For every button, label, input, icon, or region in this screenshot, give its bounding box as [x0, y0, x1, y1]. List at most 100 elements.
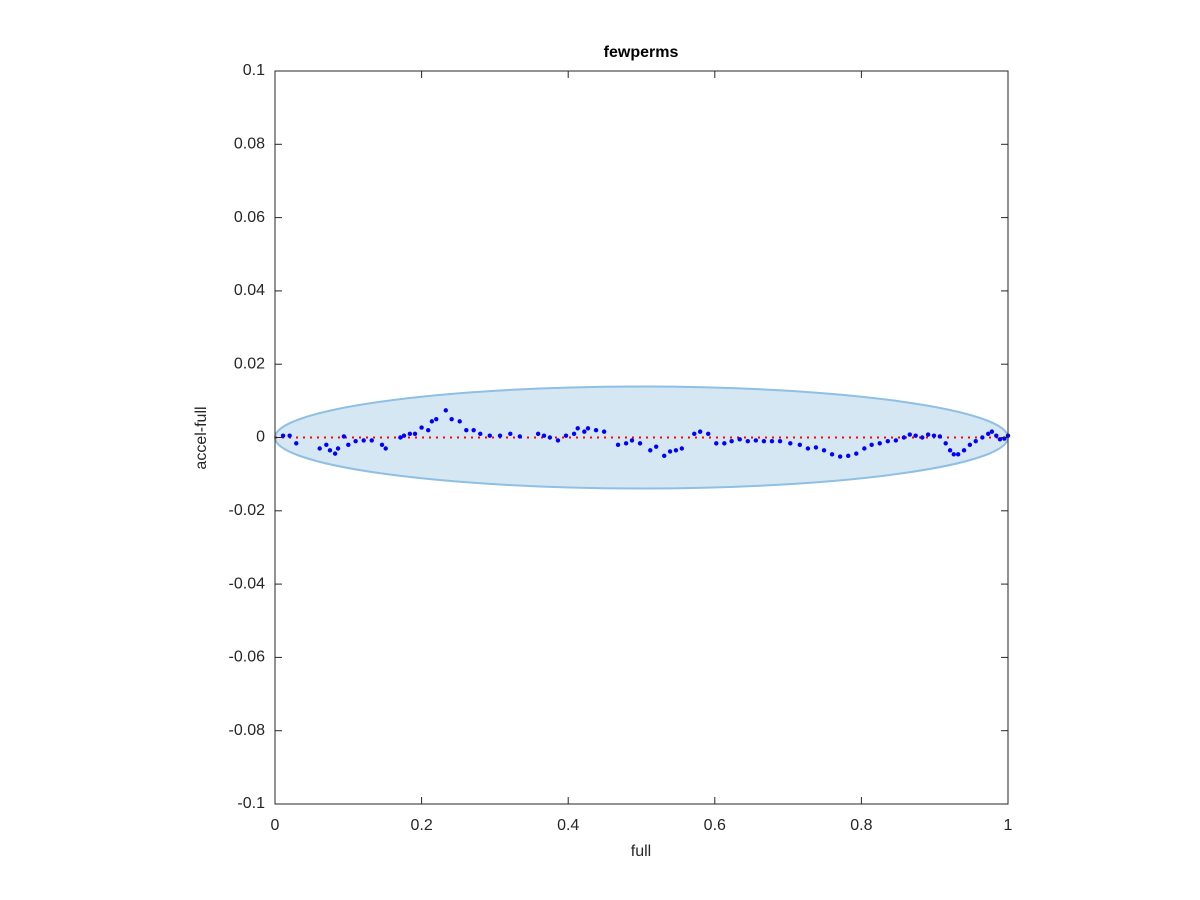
point: [913, 433, 918, 438]
point: [994, 433, 999, 438]
point: [837, 454, 843, 459]
point: [997, 437, 1003, 442]
point: [629, 438, 635, 443]
y-tick-label: -0.02: [229, 502, 266, 519]
point: [885, 438, 890, 444]
point: [722, 441, 727, 446]
point: [706, 431, 711, 437]
point: [931, 433, 937, 438]
chart-title: fewperms: [604, 44, 679, 61]
point: [980, 435, 985, 440]
point: [457, 419, 462, 424]
point: [571, 431, 577, 437]
point: [673, 448, 679, 453]
point: [813, 445, 819, 450]
point: [623, 441, 629, 446]
point: [478, 431, 483, 437]
point: [497, 433, 503, 438]
y-tick-label: 0.02: [234, 355, 265, 372]
point: [973, 438, 978, 444]
point: [955, 452, 961, 457]
point: [317, 446, 322, 451]
y-tick-label: 0.06: [234, 209, 265, 226]
point: [541, 433, 547, 438]
point: [667, 449, 673, 454]
point: [986, 431, 991, 437]
point: [714, 441, 719, 446]
point: [449, 416, 454, 422]
point: [769, 438, 775, 444]
point: [471, 427, 476, 433]
point: [346, 442, 351, 448]
point: [287, 433, 292, 438]
point: [547, 435, 553, 440]
point: [601, 429, 607, 434]
point: [907, 432, 912, 437]
point: [943, 441, 948, 446]
point: [961, 448, 967, 453]
point: [379, 442, 385, 448]
point: [737, 437, 742, 442]
point: [937, 434, 943, 439]
point: [788, 441, 793, 446]
point: [575, 426, 580, 431]
point: [487, 433, 492, 438]
point: [324, 442, 329, 448]
point: [335, 446, 341, 451]
point: [361, 438, 366, 443]
point: [797, 442, 803, 448]
point: [951, 452, 956, 457]
point: [429, 419, 435, 424]
x-tick-label: 0.6: [704, 817, 726, 834]
point: [508, 431, 513, 437]
y-axis-label: accel-full: [193, 406, 210, 469]
y-tick-label: 0.08: [234, 136, 265, 153]
point: [745, 438, 750, 444]
point: [369, 438, 374, 443]
point: [854, 451, 859, 456]
point: [517, 434, 523, 439]
point: [280, 433, 286, 438]
point: [327, 448, 333, 453]
point: [662, 453, 667, 459]
point: [846, 453, 851, 459]
point: [862, 446, 867, 451]
point: [294, 441, 299, 446]
point: [383, 446, 388, 451]
point: [877, 441, 882, 446]
point: [563, 433, 569, 438]
point: [585, 426, 591, 431]
point: [434, 416, 439, 422]
point: [697, 429, 703, 434]
y-tick-label: -0.1: [237, 795, 265, 812]
point: [464, 427, 469, 433]
point: [829, 452, 835, 457]
point: [407, 431, 413, 437]
point: [692, 431, 697, 437]
x-tick-label: 1: [1004, 817, 1013, 834]
x-tick-label: 0.2: [410, 817, 432, 834]
point: [419, 425, 424, 430]
point: [821, 448, 827, 453]
point: [761, 438, 767, 444]
point: [967, 442, 973, 448]
point: [401, 433, 407, 438]
point: [947, 448, 953, 453]
x-tick-label: 0.8: [850, 817, 872, 834]
point: [925, 432, 931, 437]
point: [989, 429, 995, 434]
point: [648, 448, 653, 453]
x-tick-label: 0.4: [557, 817, 579, 834]
point: [893, 438, 899, 443]
x-axis-label: full: [631, 843, 651, 860]
point: [412, 431, 418, 437]
point: [353, 438, 358, 444]
y-tick-label: -0.06: [229, 649, 266, 666]
point: [398, 435, 403, 440]
y-tick-label: 0: [256, 429, 265, 446]
point: [341, 434, 347, 439]
point: [637, 441, 643, 446]
point: [535, 431, 541, 437]
point: [443, 408, 448, 413]
